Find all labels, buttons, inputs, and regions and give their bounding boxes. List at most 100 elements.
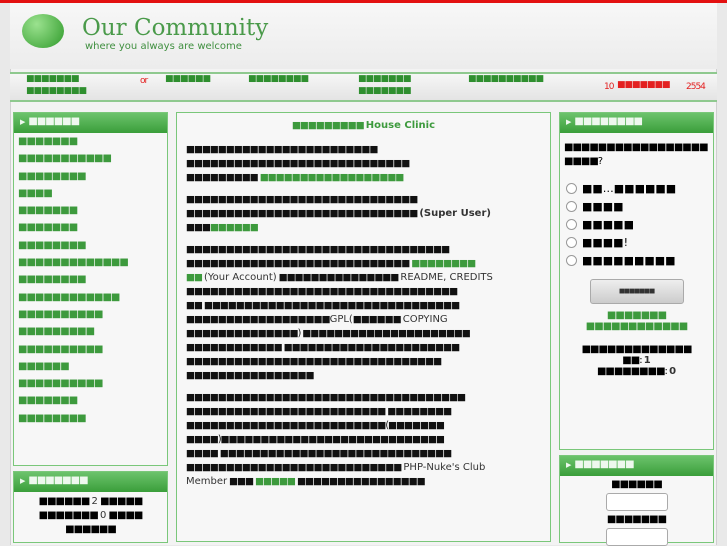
link[interactable]: ■■■■■■ xyxy=(209,222,259,233)
gpl-text: GPL( xyxy=(329,314,353,325)
text: ■■■■■■■ xyxy=(38,510,99,521)
main-menu-header: ▶ ■■■■■■ xyxy=(14,113,167,133)
text-line: ■■■■■■ xyxy=(352,314,402,325)
poll-title: ■■■■■■■■ xyxy=(574,116,643,127)
text-line: ■■■■■■■■■■■■■■■■■■ xyxy=(186,314,331,325)
radio-button[interactable] xyxy=(566,219,577,230)
poll-option-label: ■■■■ xyxy=(582,200,624,213)
your-account-text: (Your Account) xyxy=(203,272,277,283)
menu-item[interactable]: ■■■■■■■■■■■■■ xyxy=(18,257,129,269)
poll-option-label: ■■■■■■■■■ xyxy=(582,254,676,267)
poll-option[interactable]: ■■…■■■■■■ xyxy=(566,182,713,195)
radio-button[interactable] xyxy=(566,183,577,194)
menu-item[interactable]: ■■■■■■■■■ xyxy=(18,326,95,338)
menu-item[interactable]: ■■■■■■■■ xyxy=(18,412,87,424)
main-menu-list: ■■■■■■■ ■■■■■■■■■■■ ■■■■■■■■ ■■■■ ■■■■■■■ ■■■… xyxy=(14,133,167,427)
poll-option[interactable]: ■■■■■■■■■ xyxy=(566,254,713,267)
text-line: ■■■■■■■■■■■■■■) ■■■■■■■■■■■■■■■■■■■■■ xyxy=(186,328,471,339)
menu-item[interactable]: ■■■■■■■■■■■ xyxy=(18,153,112,165)
member-count: 0 xyxy=(99,510,107,521)
menu-item[interactable]: ■■■■■■■■■■■■ xyxy=(18,291,120,303)
password-input[interactable] xyxy=(605,528,668,546)
text: ■■■■■■ xyxy=(38,496,91,507)
text-line: ■■■ xyxy=(186,222,211,233)
poll-option[interactable]: ■■■■! xyxy=(566,236,713,249)
text: ■■■■■ xyxy=(100,496,143,507)
arrow-icon: ▶ xyxy=(566,118,571,126)
who-online-header: ▶ ■■■■■■■ xyxy=(14,472,167,492)
main-menu-title: ■■■■■■ xyxy=(28,116,80,127)
who-online-title: ■■■■■■■ xyxy=(28,475,88,486)
login-header: ▶ ■■■■■■■ xyxy=(560,456,713,476)
link[interactable]: ■■■■■■■■ xyxy=(411,258,476,269)
text-line: ■■■■■■■■■ xyxy=(186,172,259,183)
nav-bar: ■■■■■■■ ■■■■■■■■ or ■■■■■■ ■■■■■■■■ ■■■■… xyxy=(10,72,717,102)
menu-item[interactable]: ■■■■■■■ xyxy=(18,395,78,407)
link[interactable]: ■■ xyxy=(186,272,203,283)
nav-item-4[interactable]: ■■■■■■■ xyxy=(358,74,412,84)
text-line: ■■■■■■■■■■■■■■■ xyxy=(278,272,400,283)
date-year: 2554 xyxy=(686,82,706,92)
nav-item-4b[interactable]: ■■■■■■■ xyxy=(358,86,412,96)
poll-block: ▶ ■■■■■■■■ ■■■■■■■■■■■■■■■■■■■■■? ■■…■■■■… xyxy=(559,112,714,450)
text-line: ■■■■■■■■■■■■■■■■ xyxy=(297,476,426,487)
readme-text: README, CREDITS xyxy=(400,272,493,283)
welcome-title: ■■■■■■■■■ xyxy=(291,120,365,131)
text: ■■ xyxy=(622,355,640,366)
logo-bubbles-icon[interactable] xyxy=(22,14,74,58)
main-menu-block: ▶ ■■■■■■ ■■■■■■■ ■■■■■■■■■■■ ■■■■■■■■ ■■■■ ■■… xyxy=(13,112,168,466)
poll-option-label: ■■■■■ xyxy=(582,218,634,231)
link[interactable]: ■■■■■ xyxy=(255,476,296,487)
votes-count: 1 xyxy=(643,355,651,366)
menu-item[interactable]: ■■■■■■ xyxy=(18,360,70,372)
menu-item[interactable]: ■■■■■■■■ xyxy=(18,239,87,251)
text-line: ■■■■■■■■■■■■■■■■■■■■■■■■ xyxy=(186,144,378,155)
username-input[interactable] xyxy=(605,493,668,511)
text-line: ■■■■■■■■■■■■■■■■■■■■■■■■■■■■■■■■■ xyxy=(186,244,450,255)
radio-button[interactable] xyxy=(566,201,577,212)
radio-button[interactable] xyxy=(566,255,577,266)
who-online-text: ■■■■■■ 2 ■■■■■ ■■■■■■■ 0 ■■■■ ■■■■■■ xyxy=(14,492,167,537)
text-line: ■■■ xyxy=(229,476,254,487)
poll-option[interactable]: ■■■■■ xyxy=(566,218,713,231)
vote-button[interactable]: ■■■■■■■ xyxy=(589,279,684,304)
super-user-text: (Super User) xyxy=(419,208,491,219)
site-slogan: where you always are welcome xyxy=(85,41,242,52)
menu-item[interactable]: ■■■■■■■■ xyxy=(18,274,87,286)
date-day: 10 xyxy=(604,82,615,92)
past-polls-link[interactable]: ■■■■■■■■■■■■ xyxy=(585,321,688,332)
password-label: ■■■■■■■ xyxy=(606,514,667,525)
text-line: ■■■■■■■■■■■■■■■■ xyxy=(186,370,315,381)
menu-item[interactable]: ■■■■■■■ xyxy=(18,136,78,147)
text-line: ■■■■■■■■■■■■■■■■■■■■■■■■■ ■■■■■■■■ xyxy=(186,406,452,417)
guest-count: 2 xyxy=(91,496,98,507)
site-title[interactable]: Our Community xyxy=(82,15,269,41)
login-block: ▶ ■■■■■■■ ■■■■■■ ■■■■■■■ xyxy=(559,455,714,546)
nav-item-5[interactable]: ■■■■■■■■■■ xyxy=(468,74,544,84)
menu-item[interactable]: ■■■■■■■■■■ xyxy=(18,343,103,355)
menu-item[interactable]: ■■■■ xyxy=(18,187,53,199)
text-line: ■■■■■■■■■■■■■■■■■■■■■■■■■■■■■ xyxy=(186,194,418,205)
nav-item-3[interactable]: ■■■■■■■■ xyxy=(248,74,309,84)
poll-option-label: ■■…■■■■■■ xyxy=(582,182,677,195)
menu-item[interactable]: ■■■■■■■ xyxy=(18,222,78,234)
text-line: ■■■■■■■■■■■■■■■■■■■■■■■■■(■■■■■■■ xyxy=(186,420,445,431)
results-link[interactable]: ■■■■■■■ xyxy=(606,310,667,321)
nav-item-1[interactable]: ■■■■■■■ xyxy=(26,74,80,84)
text-line: ■■■■)■■■■■■■■■■■■■■■■■■■■■■■■■■■■ xyxy=(186,434,445,445)
nav-item-1b[interactable]: ■■■■■■■■ xyxy=(26,86,87,96)
text-line: ■■■■■■■■■■■■■■■■■■■■■■■■■■■■■ xyxy=(186,208,418,219)
poll-option[interactable]: ■■■■ xyxy=(566,200,713,213)
menu-item[interactable]: ■■■■■■■■ xyxy=(18,170,87,182)
text: ■■■■■■■■ xyxy=(596,366,666,377)
nav-item-2[interactable]: ■■■■■■ xyxy=(165,74,211,84)
login-title: ■■■■■■■ xyxy=(574,459,634,470)
username-label: ■■■■■■ xyxy=(611,479,663,490)
text-line: ■■■■■■■■■■■■■■■■■■■■■■■■■■■■ xyxy=(186,258,410,269)
menu-item[interactable]: ■■■■■■■■■■ xyxy=(18,378,103,390)
menu-item[interactable]: ■■■■■■■ xyxy=(18,205,78,217)
poll-options: ■■…■■■■■■ ■■■■ ■■■■■ ■■■■! ■■■■■■■■■ xyxy=(560,182,713,267)
link[interactable]: ■■■■■■■■■■■■■■■■■■ xyxy=(259,172,405,183)
radio-button[interactable] xyxy=(566,237,577,248)
menu-item[interactable]: ■■■■■■■■■■ xyxy=(18,308,103,320)
